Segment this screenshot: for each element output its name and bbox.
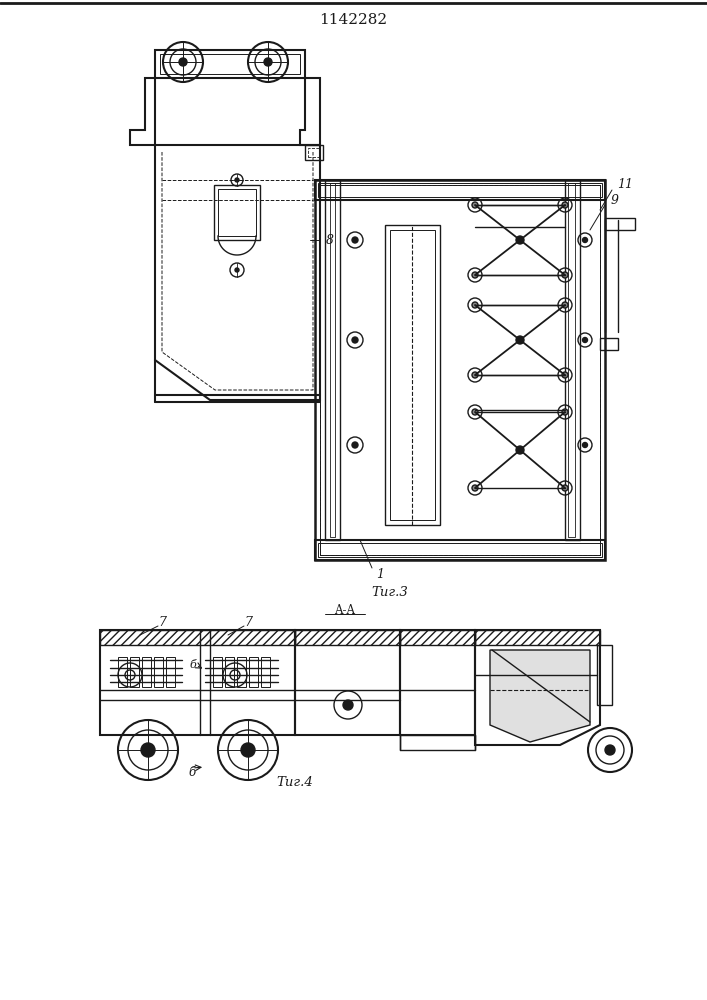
Circle shape <box>141 743 155 757</box>
Circle shape <box>352 237 358 243</box>
Polygon shape <box>490 650 590 742</box>
Bar <box>597 645 612 705</box>
Bar <box>325 180 340 540</box>
Text: 9: 9 <box>611 194 619 207</box>
Circle shape <box>264 58 272 66</box>
Bar <box>154 657 163 687</box>
Text: б: б <box>189 660 197 670</box>
Circle shape <box>472 409 478 415</box>
Circle shape <box>179 58 187 66</box>
Bar <box>160 54 300 74</box>
Circle shape <box>472 272 478 278</box>
Circle shape <box>472 372 478 378</box>
Circle shape <box>605 745 615 755</box>
Bar <box>320 185 600 555</box>
Text: 8: 8 <box>326 233 334 246</box>
Bar <box>237 657 246 687</box>
Bar <box>155 50 305 78</box>
Bar <box>225 657 234 687</box>
Circle shape <box>472 202 478 208</box>
Bar <box>118 657 127 687</box>
Text: Τиг.3: Τиг.3 <box>372 585 409 598</box>
Bar <box>400 630 475 735</box>
Bar <box>308 148 320 157</box>
Text: 7: 7 <box>244 615 252 629</box>
Text: б: б <box>189 766 196 778</box>
Circle shape <box>472 485 478 491</box>
Bar <box>605 218 635 230</box>
Bar <box>318 543 602 557</box>
Text: 1: 1 <box>376 568 384 582</box>
Circle shape <box>583 442 588 448</box>
Text: 1142282: 1142282 <box>319 13 387 27</box>
Bar <box>295 630 400 735</box>
Text: A-A: A-A <box>334 603 356 616</box>
Bar <box>249 657 258 687</box>
Bar <box>214 185 260 240</box>
Bar <box>213 657 222 687</box>
Bar <box>330 183 335 537</box>
Circle shape <box>562 372 568 378</box>
Bar <box>475 630 600 645</box>
Circle shape <box>562 272 568 278</box>
Circle shape <box>562 302 568 308</box>
Circle shape <box>235 178 239 182</box>
Circle shape <box>235 268 239 272</box>
Bar <box>218 189 256 236</box>
Circle shape <box>562 485 568 491</box>
Bar <box>295 630 400 645</box>
Circle shape <box>343 700 353 710</box>
Bar <box>400 630 475 645</box>
Circle shape <box>562 202 568 208</box>
Circle shape <box>241 743 255 757</box>
Bar <box>565 180 580 540</box>
Bar <box>261 657 270 687</box>
Bar <box>385 225 440 525</box>
Circle shape <box>583 338 588 342</box>
Circle shape <box>516 236 524 244</box>
Bar <box>142 657 151 687</box>
Bar <box>100 630 295 645</box>
Bar <box>100 630 295 735</box>
Circle shape <box>583 237 588 242</box>
Circle shape <box>352 442 358 448</box>
Bar <box>305 145 323 160</box>
Bar <box>315 180 605 560</box>
Bar <box>568 183 575 537</box>
Bar <box>390 230 435 520</box>
Bar <box>400 735 475 750</box>
Text: 7: 7 <box>158 615 166 629</box>
Bar <box>315 180 605 200</box>
Bar <box>320 185 600 555</box>
Circle shape <box>472 302 478 308</box>
Circle shape <box>516 446 524 454</box>
Text: Τиг.4: Τиг.4 <box>276 776 313 788</box>
Bar <box>315 540 605 560</box>
Circle shape <box>352 337 358 343</box>
Bar <box>600 338 618 350</box>
Circle shape <box>516 336 524 344</box>
Circle shape <box>562 409 568 415</box>
Text: 11: 11 <box>617 178 633 192</box>
Bar <box>130 657 139 687</box>
Bar <box>166 657 175 687</box>
Bar <box>318 183 602 197</box>
